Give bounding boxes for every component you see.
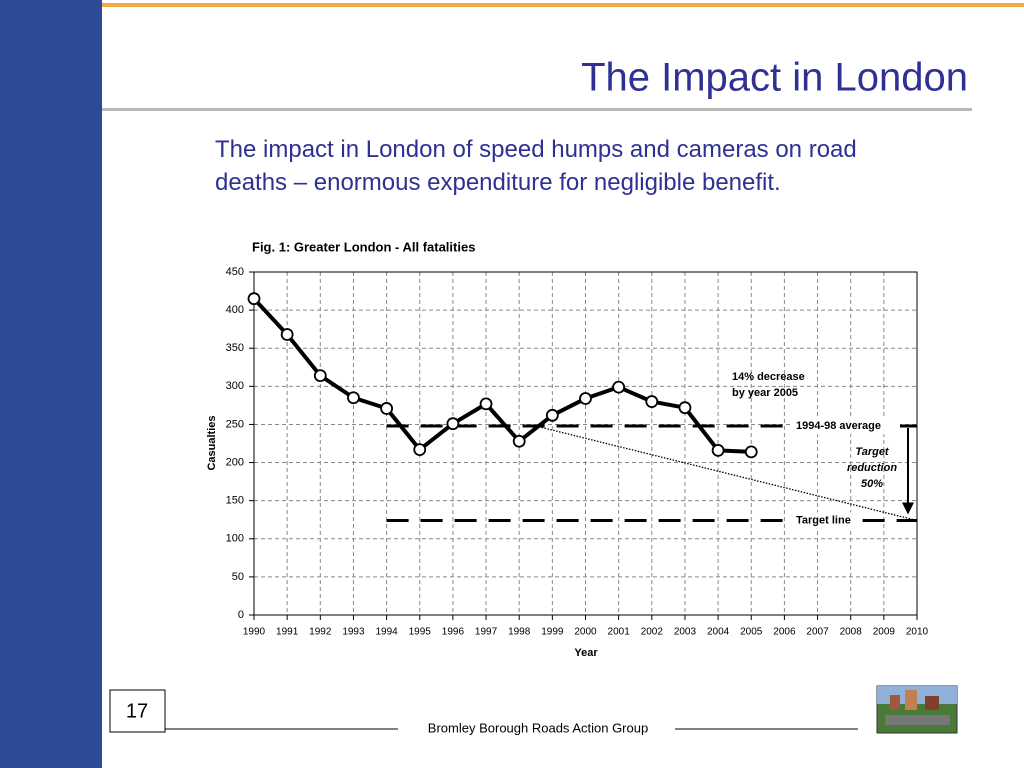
arrow-head bbox=[902, 502, 914, 515]
x-tick-label: 2005 bbox=[740, 627, 763, 638]
data-point bbox=[479, 397, 493, 411]
x-tick-label: 2004 bbox=[707, 627, 730, 638]
x-axis-label: Year bbox=[574, 647, 598, 659]
x-tick-label: 2003 bbox=[674, 627, 697, 638]
logo bbox=[876, 685, 958, 734]
body-text: The impact in London of speed humps and … bbox=[215, 136, 857, 196]
annotation: 50% bbox=[861, 478, 883, 490]
data-line bbox=[252, 297, 752, 454]
plot-frame bbox=[253, 271, 918, 616]
y-tick-label: 150 bbox=[226, 495, 244, 507]
x-tick-label: 1998 bbox=[508, 627, 531, 638]
x-tick-label: 1996 bbox=[442, 627, 465, 638]
data-point bbox=[446, 417, 460, 431]
y-tick-label: 350 bbox=[226, 342, 244, 354]
data-point bbox=[545, 408, 559, 422]
x-tick-label: 2008 bbox=[840, 627, 863, 638]
x-tick-label: 2010 bbox=[906, 627, 929, 638]
label-bg bbox=[790, 417, 900, 434]
data-point bbox=[579, 392, 592, 405]
x-tick-label: 2000 bbox=[574, 627, 597, 638]
title-rule bbox=[102, 108, 972, 111]
chart-title: Fig. 1: Greater London - All fatalities bbox=[252, 239, 475, 254]
y-tick-label: 200 bbox=[226, 456, 244, 468]
trend-line bbox=[535, 425, 918, 522]
data-point bbox=[347, 391, 360, 405]
x-tick-label: 1991 bbox=[276, 627, 299, 638]
page-box bbox=[109, 689, 166, 733]
annotation: reduction bbox=[847, 462, 897, 474]
x-tick-label: 2007 bbox=[806, 627, 829, 638]
y-tick-label: 450 bbox=[226, 266, 244, 278]
label-bg bbox=[790, 512, 860, 529]
data-point bbox=[711, 443, 725, 457]
data-point bbox=[744, 445, 758, 459]
y-axis-label: Casualties bbox=[206, 415, 218, 470]
data-point bbox=[512, 434, 526, 448]
data-point bbox=[247, 292, 261, 306]
annotation: 14% decrease bbox=[732, 371, 805, 383]
x-tick-label: 1995 bbox=[409, 627, 432, 638]
x-tick-label: 2001 bbox=[608, 627, 631, 638]
data-point bbox=[645, 395, 659, 408]
footer-text: Bromley Borough Roads Action Group bbox=[428, 720, 648, 735]
x-tick-label: 1992 bbox=[309, 627, 332, 638]
x-tick-label: 2002 bbox=[641, 627, 664, 638]
y-tick-label: 100 bbox=[226, 533, 244, 545]
x-tick-label: 2009 bbox=[873, 627, 896, 638]
data-point bbox=[380, 402, 394, 415]
data-point bbox=[678, 401, 692, 415]
y-tick-label: 400 bbox=[226, 304, 244, 316]
x-tick-label: 1993 bbox=[342, 627, 365, 638]
y-tick-label: 50 bbox=[232, 571, 244, 583]
annotation: by year 2005 bbox=[732, 387, 798, 399]
y-tick-label: 0 bbox=[238, 609, 244, 621]
x-tick-label: 1994 bbox=[375, 627, 398, 638]
chart: Fig. 1: Greater London - All fatalities C… bbox=[206, 239, 929, 658]
reference-label: 1994-98 average bbox=[796, 420, 881, 432]
annotation: Target bbox=[855, 446, 890, 458]
data-point bbox=[612, 380, 626, 394]
reference-label: Target line bbox=[796, 514, 851, 526]
y-tick-label: 300 bbox=[226, 380, 244, 392]
data-point bbox=[313, 369, 327, 383]
data-point bbox=[413, 443, 427, 456]
x-tick-label: 1999 bbox=[541, 627, 564, 638]
y-tick-label: 250 bbox=[226, 418, 244, 430]
data-point bbox=[280, 328, 294, 341]
top-rule bbox=[102, 3, 1024, 7]
x-tick-label: 1990 bbox=[243, 627, 266, 638]
x-tick-label: 2006 bbox=[773, 627, 796, 638]
x-tick-label: 1997 bbox=[475, 627, 498, 638]
side-bar bbox=[0, 0, 102, 768]
slide-title: The Impact in London bbox=[581, 56, 968, 100]
page-number: 17 bbox=[126, 700, 148, 722]
